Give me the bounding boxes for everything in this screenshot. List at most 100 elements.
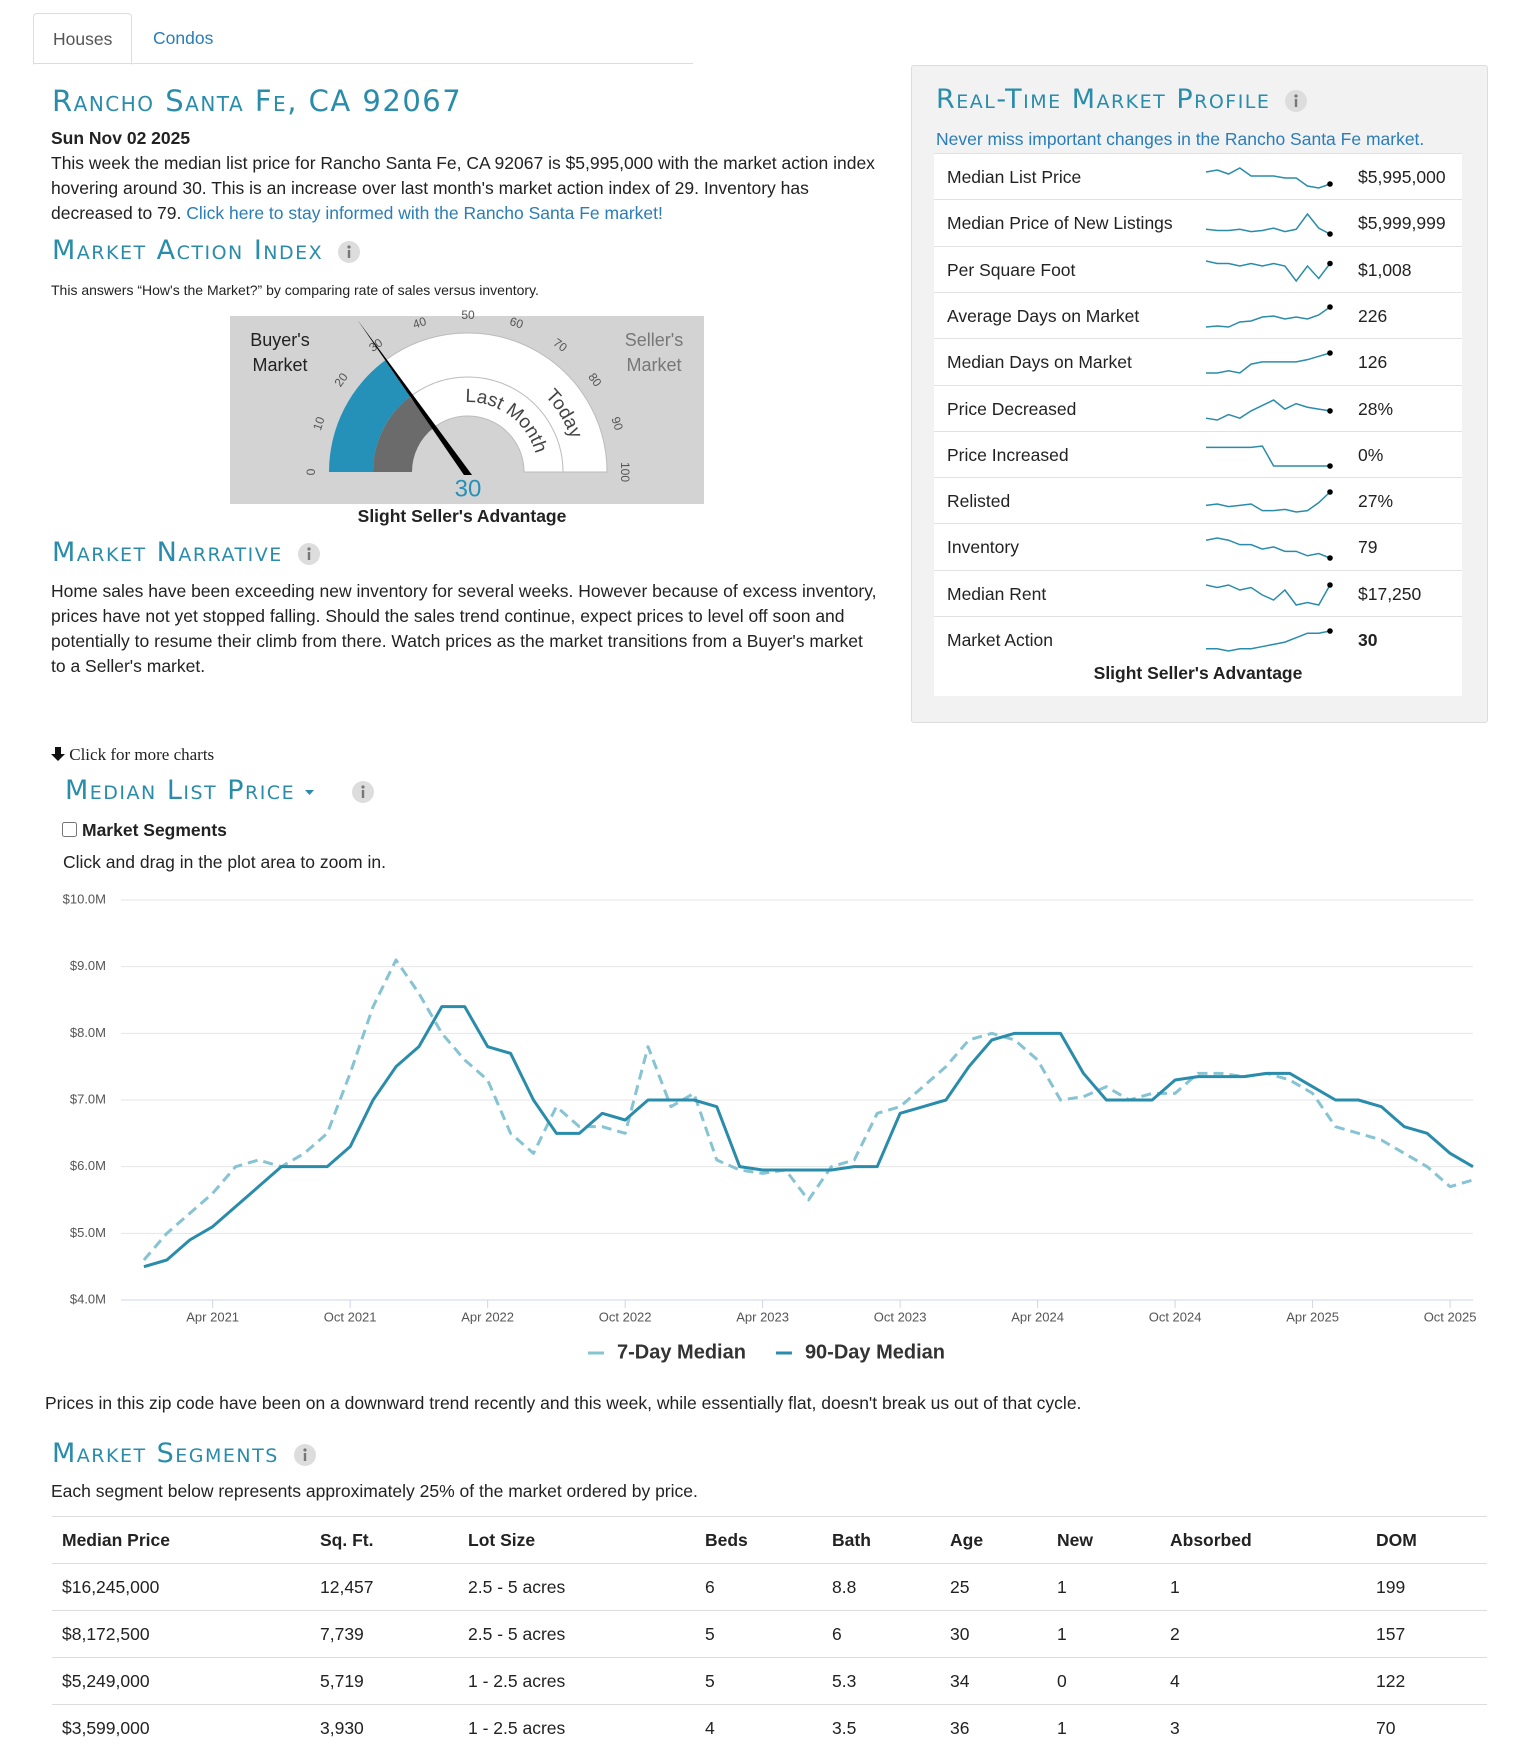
y-tick-label: $4.0M [70, 1291, 106, 1306]
table-cell: 1 [1047, 1611, 1160, 1658]
legend-item[interactable]: 7-Day Median [588, 1341, 746, 1363]
table-header-cell: Beds [695, 1517, 822, 1564]
table-cell: $3,599,000 [52, 1705, 310, 1751]
chart-title[interactable]: Median List Price [65, 775, 375, 806]
sparkline-end [1327, 260, 1333, 266]
y-tick-label: $10.0M [63, 891, 106, 906]
profile-label: Inventory [947, 537, 1019, 558]
table-header-cell: Absorbed [1160, 1517, 1366, 1564]
table-cell: 1 - 2.5 acres [458, 1705, 695, 1751]
profile-row: Per Square Foot $1,008 [934, 246, 1462, 293]
zoom-hint: Click and drag in the plot area to zoom … [63, 852, 386, 873]
profile-label: Average Days on Market [947, 306, 1139, 327]
gauge-box: Last MonthToday010203040506070809010030 … [230, 316, 704, 504]
profile-value: $1,008 [1358, 260, 1412, 281]
x-tick-label: Apr 2024 [1011, 1309, 1064, 1324]
profile-label: Price Increased [947, 445, 1069, 466]
sparkline [1204, 255, 1334, 285]
y-tick-label: $7.0M [70, 1091, 106, 1106]
table-cell: 5.3 [822, 1658, 940, 1705]
x-tick-label: Oct 2024 [1149, 1309, 1202, 1324]
profile-row: Median Price of New Listings $5,999,999 [934, 199, 1462, 246]
gauge-tick-label: 80 [585, 370, 604, 389]
profile-value: 28% [1358, 399, 1393, 420]
table-cell: 1 [1160, 1564, 1366, 1611]
profile-row: Average Days on Market 226 [934, 292, 1462, 339]
x-tick-label: Apr 2022 [461, 1309, 514, 1324]
sparkline-end [1327, 582, 1333, 588]
table-cell: 1 [1047, 1705, 1160, 1751]
intro-link[interactable]: Click here to stay informed with the Ran… [186, 203, 663, 223]
section-title-text: Market Segments [52, 1438, 279, 1469]
charts-link-text[interactable]: Click for more charts [69, 745, 214, 764]
table-cell: $5,249,000 [52, 1658, 310, 1705]
gauge-tick-label: 90 [608, 415, 626, 432]
profile-label: Median Price of New Listings [947, 213, 1173, 234]
info-icon[interactable] [293, 1443, 317, 1467]
segments-toggle[interactable]: Market Segments [62, 820, 227, 841]
buyer-label: Buyer's Market [240, 328, 320, 378]
gauge-tick-label: 0 [304, 468, 318, 475]
sparkline-end [1327, 463, 1333, 469]
profile-subtitle[interactable]: Never miss important changes in the Ranc… [936, 129, 1424, 150]
info-icon[interactable] [337, 240, 361, 264]
checkbox[interactable] [62, 822, 77, 837]
info-icon[interactable] [1284, 89, 1308, 113]
chart[interactable]: $4.0M$5.0M$6.0M$7.0M$8.0M$9.0M$10.0MApr … [0, 880, 1527, 1380]
chart-caption: Prices in this zip code have been on a d… [45, 1391, 1081, 1416]
sparkline-line [1206, 261, 1330, 281]
intro: This week the median list price for Ranc… [51, 151, 876, 226]
section-title-text: Market Action Index [52, 235, 323, 266]
section-title: Market Segments [52, 1438, 317, 1469]
sparkline [1204, 347, 1334, 377]
sparkline-end [1327, 350, 1333, 356]
tab-condos[interactable]: Condos [134, 13, 232, 63]
profile-title: Real-Time Market Profile [936, 84, 1308, 115]
tab-houses[interactable]: Houses [33, 13, 132, 65]
section-title-text: Market Narrative [52, 537, 283, 568]
caret[interactable] [303, 787, 317, 797]
table-cell: 70 [1366, 1705, 1487, 1751]
info-icon[interactable] [351, 780, 375, 804]
table-cell: 5 [695, 1611, 822, 1658]
profile-label: Per Square Foot [947, 260, 1075, 281]
profile-value: 79 [1358, 537, 1377, 558]
sparkline-line [1206, 446, 1330, 466]
profile-value: 126 [1358, 352, 1387, 373]
table-cell: 4 [695, 1705, 822, 1751]
table-header-cell: Bath [822, 1517, 940, 1564]
info-icon[interactable] [297, 542, 321, 566]
table-cell: 3.5 [822, 1705, 940, 1751]
gauge-tick-label: 100 [618, 462, 632, 482]
table-header-cell: Median Price [52, 1517, 310, 1564]
table-cell: 36 [940, 1705, 1047, 1751]
y-tick-label: $5.0M [70, 1225, 106, 1240]
segments-toggle-text[interactable]: Market Segments [82, 820, 227, 840]
table-cell: 3,930 [310, 1705, 458, 1751]
gauge-tick-label: 70 [551, 336, 570, 355]
y-tick-label: $9.0M [70, 958, 106, 973]
y-tick-label: $6.0M [70, 1158, 106, 1173]
sparkline [1204, 486, 1334, 516]
gauge-value: 30 [455, 475, 482, 502]
chart-title-text[interactable]: Median List Price [65, 775, 295, 806]
seller-label: Seller's Market [614, 328, 694, 378]
sparkline [1204, 162, 1334, 192]
profile-value: $5,999,999 [1358, 213, 1446, 234]
table-header-cell: Lot Size [458, 1517, 695, 1564]
profile-value: 226 [1358, 306, 1387, 327]
charts-link[interactable]: Click for more charts [51, 745, 214, 765]
arrow-icon [51, 746, 65, 762]
series-line [144, 960, 1473, 1260]
legend-item[interactable]: 90-Day Median [776, 1341, 945, 1363]
sparkline-end [1327, 231, 1333, 237]
table-cell: 2.5 - 5 acres [458, 1564, 695, 1611]
gauge-tick-label: 10 [310, 415, 328, 432]
table-header-cell: New [1047, 1517, 1160, 1564]
